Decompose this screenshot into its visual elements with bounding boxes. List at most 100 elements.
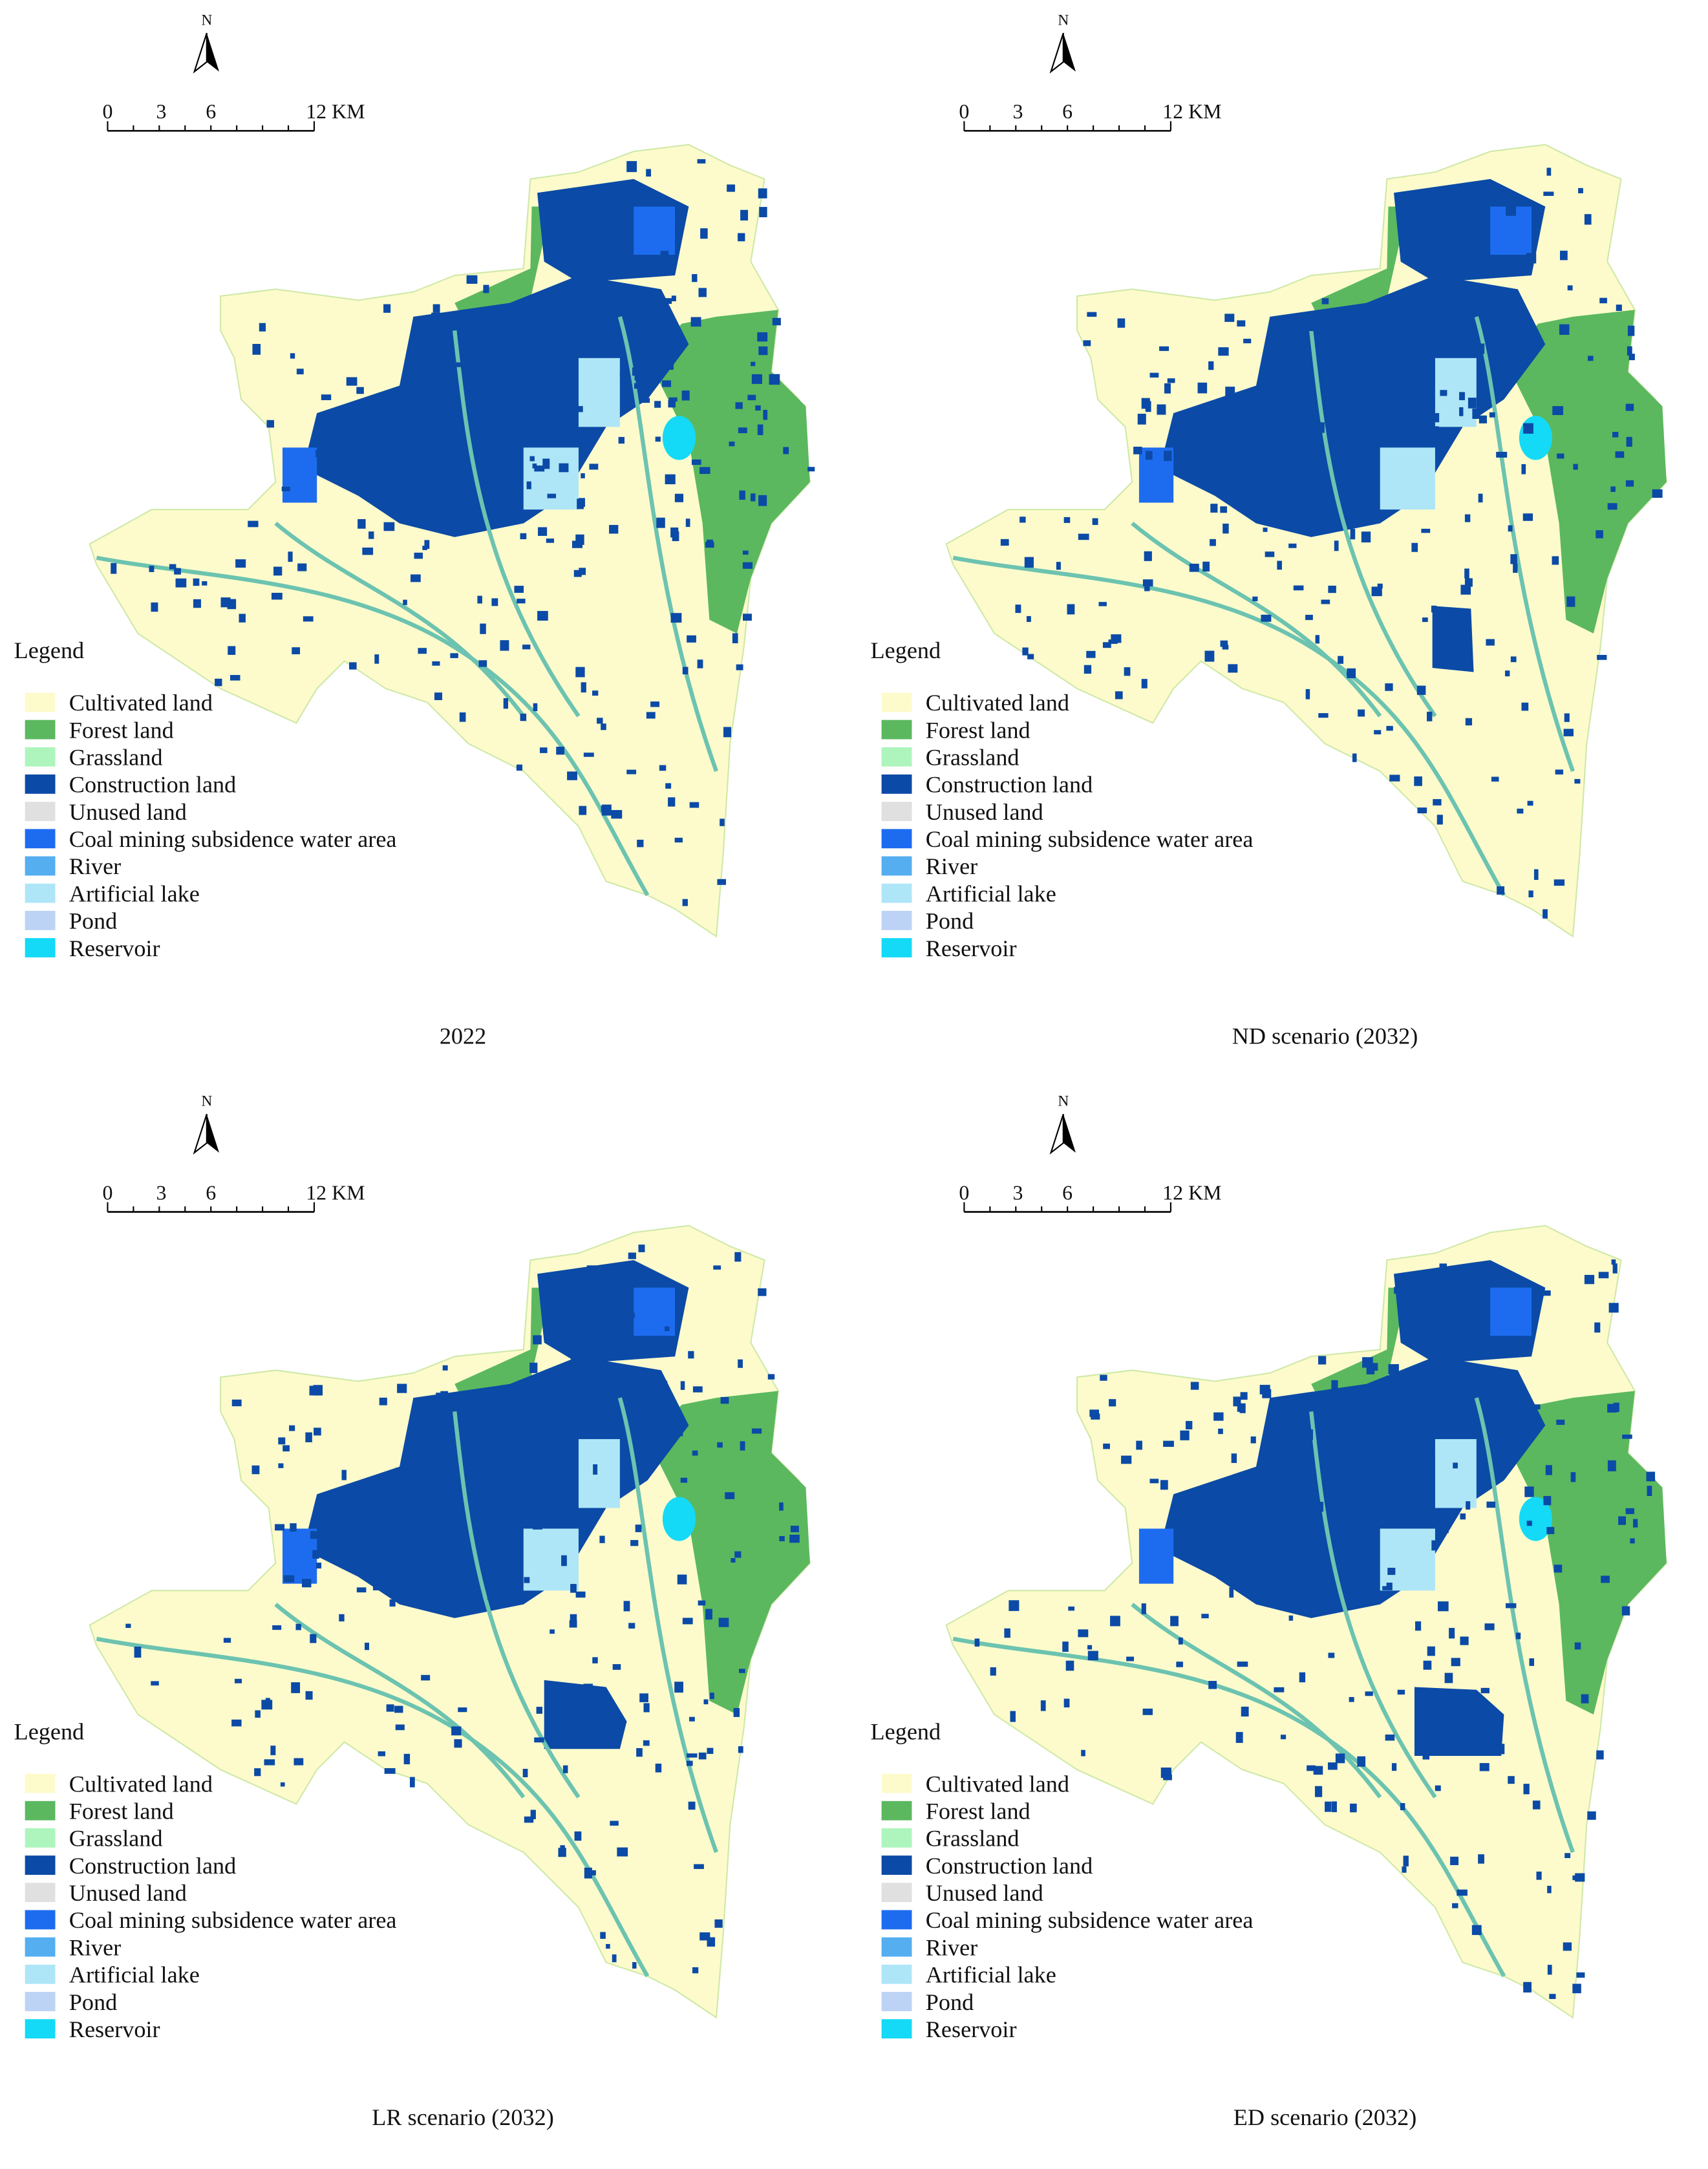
settlement [1436, 189, 1441, 200]
settlement [1201, 1614, 1209, 1619]
legend-swatch [25, 1964, 56, 1984]
settlement [395, 1468, 400, 1477]
settlement [595, 233, 604, 239]
settlement [1225, 387, 1235, 396]
settlement [1213, 1412, 1224, 1421]
settlement [1466, 1501, 1471, 1510]
north-arrow [193, 1113, 208, 1155]
settlement [149, 566, 155, 572]
settlement [674, 1429, 683, 1437]
settlement [1349, 1696, 1354, 1702]
settlement [671, 295, 676, 302]
settlement [503, 698, 509, 709]
settlement [1103, 1443, 1110, 1449]
legend-label: Pond [926, 1989, 974, 2015]
scale-label: 12 KM [1162, 1181, 1221, 1204]
settlement [738, 427, 747, 434]
settlement [349, 414, 354, 420]
settlement [1331, 1380, 1338, 1391]
legend-label: Construction land [69, 772, 236, 798]
settlement [346, 377, 358, 386]
settlement [1451, 1658, 1460, 1667]
settlement [1397, 1689, 1405, 1695]
settlement [1549, 1994, 1556, 2000]
settlement [1466, 230, 1475, 239]
settlement [1543, 909, 1548, 919]
settlement [1159, 346, 1169, 351]
settlement [1010, 1711, 1016, 1722]
settlement [1325, 1801, 1332, 1812]
settlement [529, 456, 535, 462]
settlement [1228, 664, 1238, 673]
settlement [506, 1491, 517, 1497]
settlement [604, 1369, 610, 1374]
settlement [1263, 528, 1268, 532]
legend-swatch [25, 747, 56, 767]
settlement [1400, 378, 1405, 389]
river [952, 555, 1506, 897]
settlement [1196, 422, 1205, 431]
settlement [1495, 1378, 1506, 1385]
legend-label: Grassland [926, 1826, 1019, 1852]
settlement [1618, 1516, 1626, 1525]
river [96, 555, 650, 897]
settlement [751, 1428, 762, 1434]
settlement [1455, 312, 1462, 318]
settlement [522, 1769, 528, 1778]
settlement [1444, 1672, 1453, 1683]
forest-area [647, 1391, 810, 1715]
settlement [720, 818, 725, 826]
legend-swatch [881, 775, 912, 794]
legend-label: Reservoir [69, 2016, 160, 2042]
settlement [1365, 1691, 1373, 1696]
settlement [670, 613, 682, 623]
settlement [723, 727, 732, 738]
settlement [559, 427, 564, 439]
settlement [750, 493, 756, 502]
settlement [1026, 615, 1031, 623]
map-caption: ED scenario (2032) [1233, 2104, 1416, 2130]
settlement [1573, 464, 1578, 470]
settlement [1402, 1866, 1407, 1873]
settlement [407, 435, 412, 443]
settlement [389, 1559, 393, 1570]
settlement [573, 570, 582, 577]
settlement [1337, 329, 1345, 335]
settlement [705, 1608, 712, 1620]
settlement [280, 1782, 285, 1787]
river [617, 316, 718, 772]
settlement [1004, 1628, 1010, 1638]
settlement [1479, 1763, 1489, 1771]
settlement [790, 1525, 799, 1533]
settlement [1447, 277, 1456, 286]
settlement [422, 1493, 427, 1499]
settlement [1111, 634, 1122, 643]
legend-swatch [25, 1800, 56, 1821]
settlement [690, 317, 701, 327]
settlement [384, 1768, 396, 1774]
region-outline [89, 1224, 811, 2019]
settlement [265, 1698, 270, 1705]
settlement [1347, 668, 1356, 678]
settlement [717, 1442, 723, 1448]
settlement [504, 1499, 509, 1510]
region-outline [945, 144, 1667, 938]
settlement [672, 531, 679, 542]
settlement [729, 441, 735, 447]
settlement [1622, 1434, 1632, 1439]
settlement [174, 568, 181, 575]
settlement [526, 1411, 531, 1421]
legend-swatch [881, 910, 912, 930]
settlement [1160, 1480, 1168, 1490]
settlement [1358, 502, 1363, 511]
region-outline [945, 1224, 1667, 2019]
settlement [687, 1753, 698, 1758]
settlement [1526, 1521, 1532, 1526]
settlement [372, 1580, 379, 1590]
settlement [1144, 551, 1152, 561]
settlement [1015, 604, 1021, 614]
settlement [738, 1359, 743, 1368]
settlement [1523, 1982, 1532, 1993]
settlement [1288, 456, 1296, 467]
settlement [478, 660, 487, 667]
